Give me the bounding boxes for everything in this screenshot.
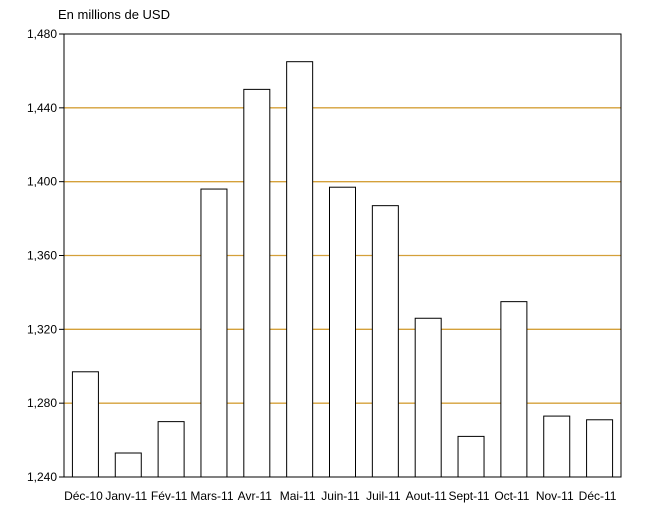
y-axis-ticks: 1,240 1,280 1,320 1,360 1,400 1,440 1,480 (27, 27, 64, 484)
x-category-label: Avr-11 (238, 489, 273, 503)
bar (543, 415, 571, 478)
bar (500, 301, 528, 478)
x-axis-labels: Déc-10 Janv-11 Fév-11 Mars-11 Avr-11 Mai-11 Ju… (64, 489, 617, 503)
x-category-label: Juin-11 (321, 489, 360, 503)
y-tick-label: 1,360 (27, 249, 57, 263)
bar (457, 435, 485, 478)
y-tick-label: 1,400 (27, 175, 57, 189)
y-tick-label: 1,440 (27, 101, 57, 115)
bar (243, 88, 271, 478)
bar (157, 421, 185, 478)
x-category-label: Déc-11 (579, 489, 617, 503)
x-category-label: Oct-11 (494, 489, 529, 503)
x-category-label: Juil-11 (366, 489, 401, 503)
y-tick-label: 1,320 (27, 322, 57, 336)
y-tick-label: 1,240 (27, 470, 57, 484)
bar (286, 61, 314, 478)
bar (414, 317, 442, 478)
y-tick-label: 1,280 (27, 396, 57, 410)
x-category-label: Fév-11 (151, 489, 188, 503)
y-axis-unit-label: En millions de USD (58, 7, 170, 22)
bars (71, 61, 614, 478)
bar (371, 205, 399, 478)
x-category-label: Sept-11 (448, 489, 489, 503)
bar (586, 419, 614, 478)
x-category-label: Janv-11 (105, 489, 147, 503)
y-tick-label: 1,480 (27, 27, 57, 41)
bar (329, 186, 356, 478)
bar (114, 452, 142, 478)
x-category-label: Déc-10 (64, 489, 103, 503)
x-category-label: Nov-11 (536, 489, 574, 503)
x-category-label: Mars-11 (190, 489, 233, 503)
x-category-label: Aout-11 (406, 489, 447, 503)
x-category-label: Mai-11 (280, 489, 316, 503)
bar (71, 371, 99, 478)
bar (200, 188, 228, 478)
